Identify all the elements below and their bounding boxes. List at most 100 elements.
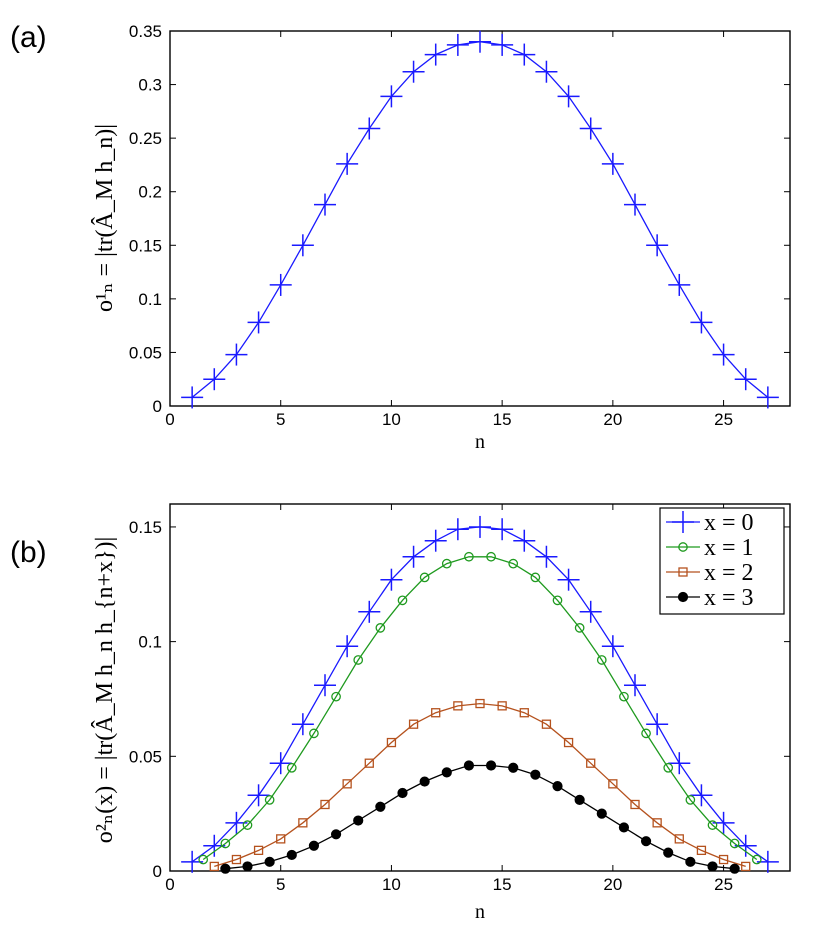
panel-a-x-label: n xyxy=(475,431,485,453)
data-point xyxy=(353,815,364,826)
data-point xyxy=(491,518,514,541)
data-point xyxy=(364,758,374,768)
data-point xyxy=(519,708,529,718)
data-point xyxy=(618,822,630,833)
data-point xyxy=(269,752,292,775)
data-point xyxy=(386,737,397,748)
data-point xyxy=(253,845,264,856)
data-point xyxy=(563,737,574,748)
data-point xyxy=(574,794,585,805)
panel-a-x-ticks: 0 5 10 15 20 25 xyxy=(165,31,733,429)
data-point xyxy=(741,861,751,872)
legend-label: x = 3 xyxy=(704,585,754,611)
data-point xyxy=(508,762,519,773)
data-point xyxy=(541,719,552,729)
data-point xyxy=(601,635,624,658)
data-point xyxy=(557,568,580,591)
data-point xyxy=(419,776,430,787)
data-point xyxy=(408,719,419,729)
data-point xyxy=(497,701,507,711)
data-point xyxy=(231,854,242,865)
y-tick-label: 0.15 xyxy=(129,518,162,537)
data-point xyxy=(375,801,386,812)
data-point xyxy=(320,799,330,810)
data-point xyxy=(419,572,430,583)
x-tick-label: 5 xyxy=(276,875,285,894)
data-point xyxy=(181,386,204,409)
data-point xyxy=(380,85,403,108)
data-point xyxy=(314,674,336,697)
data-point xyxy=(652,818,662,828)
data-point xyxy=(209,861,219,872)
x-tick-label: 25 xyxy=(714,875,733,894)
data-point xyxy=(286,762,297,773)
data-point xyxy=(375,623,386,633)
y-tick-label: 0.25 xyxy=(129,129,162,148)
data-point xyxy=(640,836,652,847)
series-line-x-1 xyxy=(202,556,758,861)
legend-label: x = 2 xyxy=(704,560,754,586)
x-tick-label: 0 xyxy=(165,875,174,894)
data-point xyxy=(574,623,585,633)
legend-marker xyxy=(678,542,688,552)
y-tick-label: 0.1 xyxy=(138,290,162,309)
data-point xyxy=(668,273,691,296)
data-point xyxy=(402,545,425,568)
data-point xyxy=(513,43,536,66)
data-point xyxy=(358,600,381,623)
data-point xyxy=(353,655,364,665)
panel-b-y-label: o²ₙ(x) = |tr(Â_M h_n h_{n+x})| xyxy=(92,537,118,844)
panel-b: (b) 0 5 10 15 20 25 00.050.10.15 x = 0x = 1x … xyxy=(10,503,791,923)
data-point xyxy=(729,838,740,849)
y-tick-label: 0 xyxy=(153,862,162,881)
series-line-x-2 xyxy=(214,702,746,868)
y-tick-label: 0 xyxy=(153,397,162,416)
x-tick-label: 15 xyxy=(493,410,512,429)
panel-a-label: (a) xyxy=(10,21,47,54)
data-point xyxy=(579,600,602,623)
data-point xyxy=(463,760,475,771)
data-point xyxy=(513,529,536,552)
data-point xyxy=(331,691,341,702)
legend-marker xyxy=(677,591,689,603)
data-point xyxy=(198,854,209,865)
data-point xyxy=(608,779,618,789)
data-point xyxy=(663,847,674,858)
data-point xyxy=(624,193,646,216)
panel-b-x-ticks: 0 5 10 15 20 25 xyxy=(165,504,733,894)
data-point xyxy=(424,529,447,552)
x-tick-label: 25 xyxy=(714,410,733,429)
panel-b-legend: x = 0x = 1x = 2x = 3 xyxy=(659,507,785,615)
data-point xyxy=(264,795,275,805)
data-point xyxy=(756,386,779,409)
data-point xyxy=(242,861,253,872)
data-point xyxy=(646,234,669,257)
data-point xyxy=(298,818,308,828)
data-point xyxy=(491,33,514,56)
data-point xyxy=(220,863,231,874)
data-point xyxy=(641,728,651,739)
data-point xyxy=(242,820,253,830)
data-point xyxy=(264,856,275,867)
data-point xyxy=(696,845,707,856)
y-tick-label: 0.3 xyxy=(138,76,162,95)
x-tick-label: 20 xyxy=(603,875,622,894)
data-point xyxy=(596,655,607,665)
panel-a-y-ticks: 0 0.05 0.1 0.15 0.2 0.25 0.3 0.35 xyxy=(129,22,790,416)
panel-a-y-label: o¹ₙ = |tr(Â_M h_n)| xyxy=(92,124,118,312)
panel-b-label: (b) xyxy=(10,536,47,569)
data-point xyxy=(535,60,558,83)
data-point xyxy=(380,568,403,591)
legend-item: x = 2 xyxy=(666,560,754,586)
data-point xyxy=(308,840,320,851)
y-tick-label: 0.05 xyxy=(129,747,162,766)
y-tick-label: 0.2 xyxy=(138,183,162,202)
data-point xyxy=(402,60,425,83)
data-point xyxy=(707,820,718,830)
data-point xyxy=(441,558,452,569)
data-point xyxy=(441,767,452,778)
data-point xyxy=(475,698,485,709)
legend-label: x = 1 xyxy=(704,535,754,561)
legend-item: x = 1 xyxy=(666,535,754,561)
data-point xyxy=(276,834,286,844)
